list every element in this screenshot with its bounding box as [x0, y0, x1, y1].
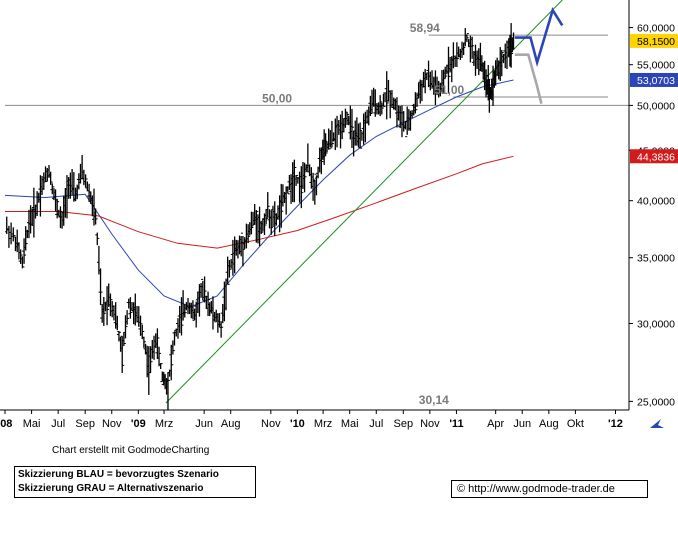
x-tick-label: Sep [75, 418, 95, 430]
y-tick-label: 55,0000 [637, 60, 675, 72]
x-tick-label: '11 [449, 418, 463, 430]
arrow-icon [650, 419, 664, 428]
legend-blue-scenario: Skizzierung BLAU = bevorzugtes Szenario [18, 469, 219, 480]
x-tick-label: Jul [51, 418, 65, 430]
chart-credit: Chart erstellt mit GodmodeCharting [52, 445, 210, 456]
value-marker-label-0: 58,1500 [637, 36, 675, 48]
x-tick-label: Mrz [155, 418, 173, 430]
x-tick-label: '10 [290, 418, 305, 430]
x-tick-label: Jun [195, 418, 213, 430]
x-tick-label: Nov [261, 418, 281, 430]
series-line-2 [5, 155, 514, 249]
value-marker-label-1: 53,0703 [637, 75, 675, 87]
plot-area: 58,94 51,00 50,00 30,14 [0, 0, 630, 411]
value-marker-2 [630, 149, 678, 164]
hline-label-2: 50,00 [262, 91, 292, 105]
x-tick-label: Nov [102, 418, 122, 430]
x-tick-label: Aug [221, 418, 241, 430]
x-tick-label: '09 [131, 418, 146, 430]
chart-background [0, 0, 678, 440]
x-tick-label: Apr [487, 418, 504, 430]
ohlc-bars [5, 23, 515, 410]
x-tick-label: Jul [369, 418, 383, 430]
x-tick-label: Jun [513, 418, 531, 430]
x-axis: '08 Mai Jul Sep Nov '09 Mrz Jun Aug Nov '10 Mrz Mai J… [0, 410, 664, 430]
hline-label-1: 51,00 [434, 83, 464, 97]
value-marker-1 [630, 72, 678, 87]
x-tick-label: '08 [0, 418, 12, 430]
x-tick-label: Okt [567, 418, 584, 430]
x-tick-label: Sep [393, 418, 413, 430]
x-tick-label: Mrz [314, 418, 332, 430]
hline-label-0: 58,94 [410, 21, 440, 35]
y-axis: 25,000030,000035,000040,000045,000050,00… [629, 23, 678, 408]
y-tick-label: 40,0000 [637, 196, 675, 208]
plot-layer: 58,94 51,00 50,00 30,14 [5, 0, 629, 410]
x-tick-label: Mai [23, 418, 41, 430]
y-tick-label: 35,0000 [637, 253, 675, 265]
y-tick-label: 60,0000 [637, 23, 675, 35]
scenario-legend: Skizzierung BLAU = bevorzugtes Szenario … [14, 466, 256, 498]
series-line-4 [514, 6, 564, 68]
y-tick-label: 50,0000 [637, 100, 675, 112]
x-tick-label: Mai [341, 418, 359, 430]
source-url[interactable]: © http://www.godmode-trader.de [451, 480, 648, 498]
y-tick-label: 25,0000 [637, 396, 675, 408]
legend-gray-scenario: Skizzierung GRAU = Alternativszenario [18, 483, 204, 494]
y-tick-label: 30,0000 [637, 319, 675, 331]
annotation-label: 30,14 [419, 393, 449, 407]
series-line-5 [514, 53, 543, 105]
x-tick-label: Nov [420, 418, 440, 430]
price-chart: 58,94 51,00 50,00 30,14 25,0000 30,0000 35,00… [0, 0, 678, 440]
x-tick-label: '12 [608, 418, 623, 430]
x-tick-label: Aug [539, 418, 559, 430]
value-marker-label-2: 44,3836 [637, 151, 675, 163]
value-marker-0 [630, 33, 678, 48]
